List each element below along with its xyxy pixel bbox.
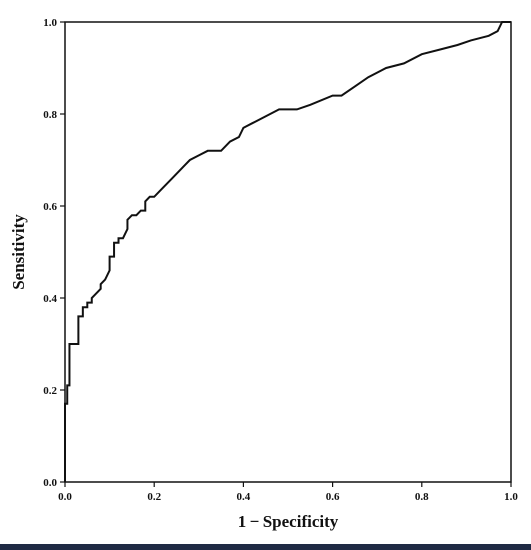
y-tick-label: 0.4	[43, 293, 57, 305]
y-axis-title: Sensitivity	[9, 214, 28, 290]
x-axis-ticks: 0.0 0.2 0.4 0.6 0.8 1.0	[58, 482, 518, 503]
y-tick-label: 0.2	[43, 385, 57, 397]
x-tick-label: 0.6	[326, 491, 340, 503]
x-tick-label: 0.4	[237, 491, 251, 503]
x-tick-label: 0.8	[415, 491, 429, 503]
x-tick-label: 1.0	[504, 491, 518, 503]
y-tick-label: 0.8	[43, 109, 57, 121]
x-axis-title: 1 − Specificity	[238, 512, 339, 531]
x-tick-label: 0.2	[147, 491, 161, 503]
y-tick-label: 0.0	[43, 477, 57, 489]
bottom-border-bar	[0, 544, 531, 550]
x-tick-label: 0.0	[58, 491, 72, 503]
y-tick-label: 0.6	[43, 201, 57, 213]
roc-curve-line	[64, 21, 511, 482]
plot-frame	[64, 21, 512, 483]
y-axis-ticks: 0.0 0.2 0.4 0.6 0.8 1.0	[43, 17, 65, 489]
y-tick-label: 1.0	[43, 17, 57, 29]
